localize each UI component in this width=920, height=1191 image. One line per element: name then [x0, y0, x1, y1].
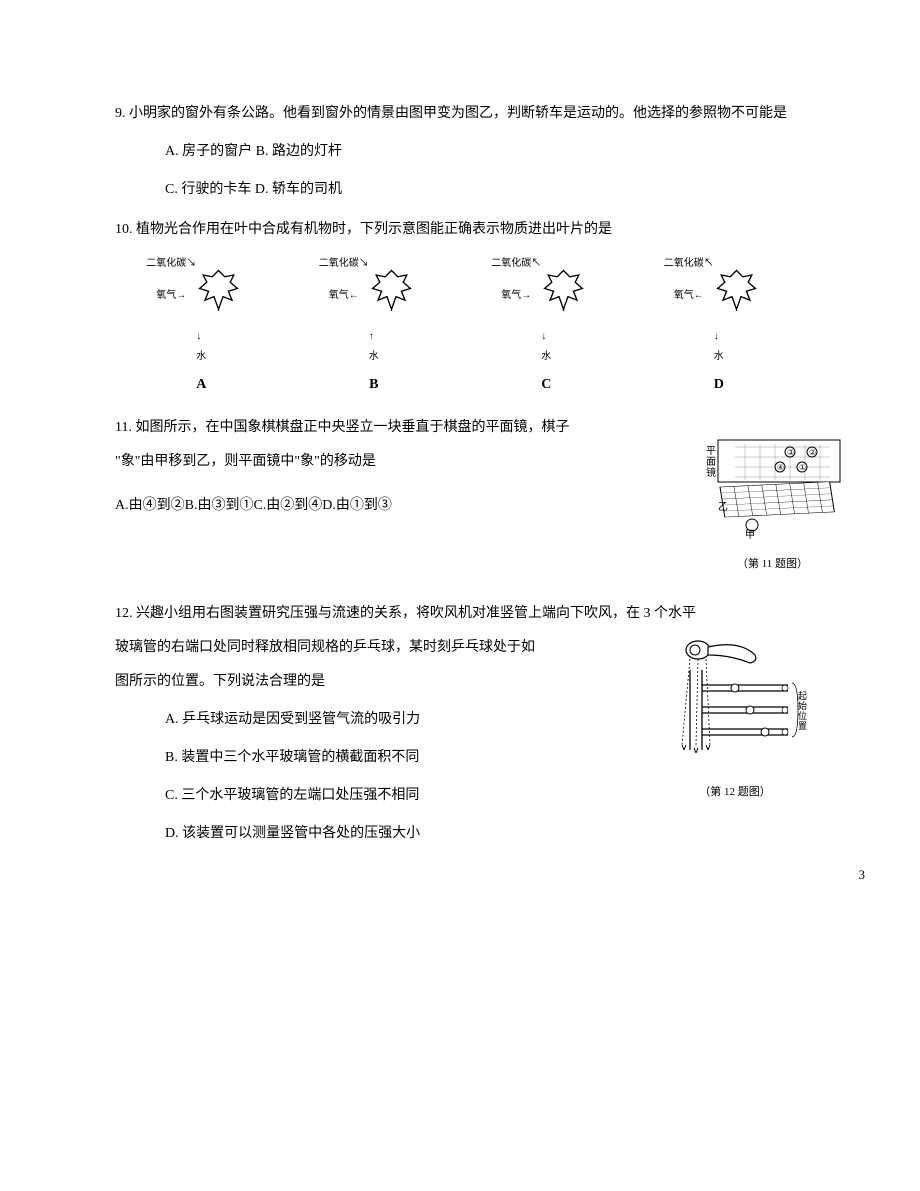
q9-text: 9. 小明家的窗外有条公路。他看到窗外的情景由图甲变为图乙，判断轿车是运动的。他…	[115, 100, 805, 128]
q10-diagram-d: 二氧化碳↖ 氧气← ↓水 D	[649, 254, 789, 399]
svg-text:镜: 镜	[706, 466, 716, 479]
svg-text:始: 始	[798, 700, 807, 711]
svg-text:④: ④	[777, 463, 784, 472]
svg-text:乙: 乙	[718, 501, 728, 513]
svg-text:③: ③	[787, 448, 794, 457]
co2-label: 二氧化碳↘	[319, 254, 369, 274]
q10-diagram-c: 二氧化碳↖ 氧气→ ↓水 C	[476, 254, 616, 399]
diagram-letter-b: B	[369, 371, 378, 399]
q12-line1: 12. 兴趣小组用右图装置研究压强与流速的关系，将吹风机对准竖管上端向下吹风，在…	[115, 600, 805, 628]
svg-text:甲: 甲	[745, 530, 755, 541]
q9-option-line-2: C. 行驶的卡车 D. 轿车的司机	[165, 176, 805, 204]
question-11: 11. 如图所示，在中国象棋棋盘正中央竖立一块垂直于棋盘的平面镜，棋子 "象"由…	[115, 414, 805, 520]
leaf-icon	[714, 266, 759, 311]
q10-diagram-a: 二氧化碳↘ 氧气→ ↓水 A	[131, 254, 271, 399]
q10-text: 10. 植物光合作用在叶中合成有机物时，下列示意图能正确表示物质进出叶片的是	[115, 216, 805, 244]
diagram-letter-a: A	[196, 371, 206, 399]
q9-options: A. 房子的窗户 B. 路边的灯杆 C. 行驶的卡车 D. 轿车的司机	[165, 138, 805, 204]
co2-label: 二氧化碳↖	[664, 254, 714, 274]
svg-text:起: 起	[798, 691, 807, 701]
diagram-letter-c: C	[541, 371, 551, 399]
blower-tube-icon: 起始位置	[660, 635, 810, 770]
o2-label: 氧气→	[501, 286, 531, 306]
water-label: ↑水	[369, 327, 379, 367]
co2-label: 二氧化碳↘	[146, 254, 196, 274]
leaf-icon	[196, 266, 241, 311]
question-9: 9. 小明家的窗外有条公路。他看到窗外的情景由图甲变为图乙，判断轿车是运动的。他…	[115, 100, 805, 204]
q12-caption: （第 12 题图）	[660, 781, 810, 803]
leaf-icon	[369, 266, 414, 311]
o2-label: 氧气←	[329, 286, 359, 306]
page-number: 3	[859, 862, 866, 888]
svg-text:平: 平	[706, 446, 716, 457]
question-12: 12. 兴趣小组用右图装置研究压强与流速的关系，将吹风机对准竖管上端向下吹风，在…	[115, 600, 805, 848]
svg-text:面: 面	[706, 457, 716, 468]
svg-text:②: ②	[809, 448, 816, 457]
q11-figure: 平面镜 ③ ② ④ ① 乙 甲 （第 11 题图）	[700, 432, 845, 575]
q12-option-d: D. 该装置可以测量竖管中各处的压强大小	[165, 820, 805, 848]
water-label: ↓水	[196, 327, 206, 367]
o2-label: 氧气←	[674, 286, 704, 306]
water-label: ↓水	[541, 327, 551, 367]
question-10: 10. 植物光合作用在叶中合成有机物时，下列示意图能正确表示物质进出叶片的是 二…	[115, 216, 805, 399]
q9-option-line-1: A. 房子的窗户 B. 路边的灯杆	[165, 138, 805, 166]
q12-figure: 起始位置 （第 12 题图）	[660, 635, 810, 803]
svg-text:①: ①	[799, 463, 806, 472]
water-label: ↓水	[714, 327, 724, 367]
svg-text:置: 置	[798, 721, 807, 731]
leaf-icon	[541, 266, 586, 311]
co2-label: 二氧化碳↖	[491, 254, 541, 274]
q11-caption: （第 11 题图）	[700, 553, 845, 575]
o2-label: 氧气→	[156, 286, 186, 306]
chess-mirror-icon: 平面镜 ③ ② ④ ① 乙 甲	[700, 432, 845, 542]
q10-diagrams: 二氧化碳↘ 氧气→ ↓水 A 二氧化碳↘ 氧气← ↑水 B 二氧化碳↖ 氧气→	[115, 254, 805, 399]
svg-text:位: 位	[798, 710, 807, 721]
diagram-letter-d: D	[714, 371, 724, 399]
q10-diagram-b: 二氧化碳↘ 氧气← ↑水 B	[304, 254, 444, 399]
